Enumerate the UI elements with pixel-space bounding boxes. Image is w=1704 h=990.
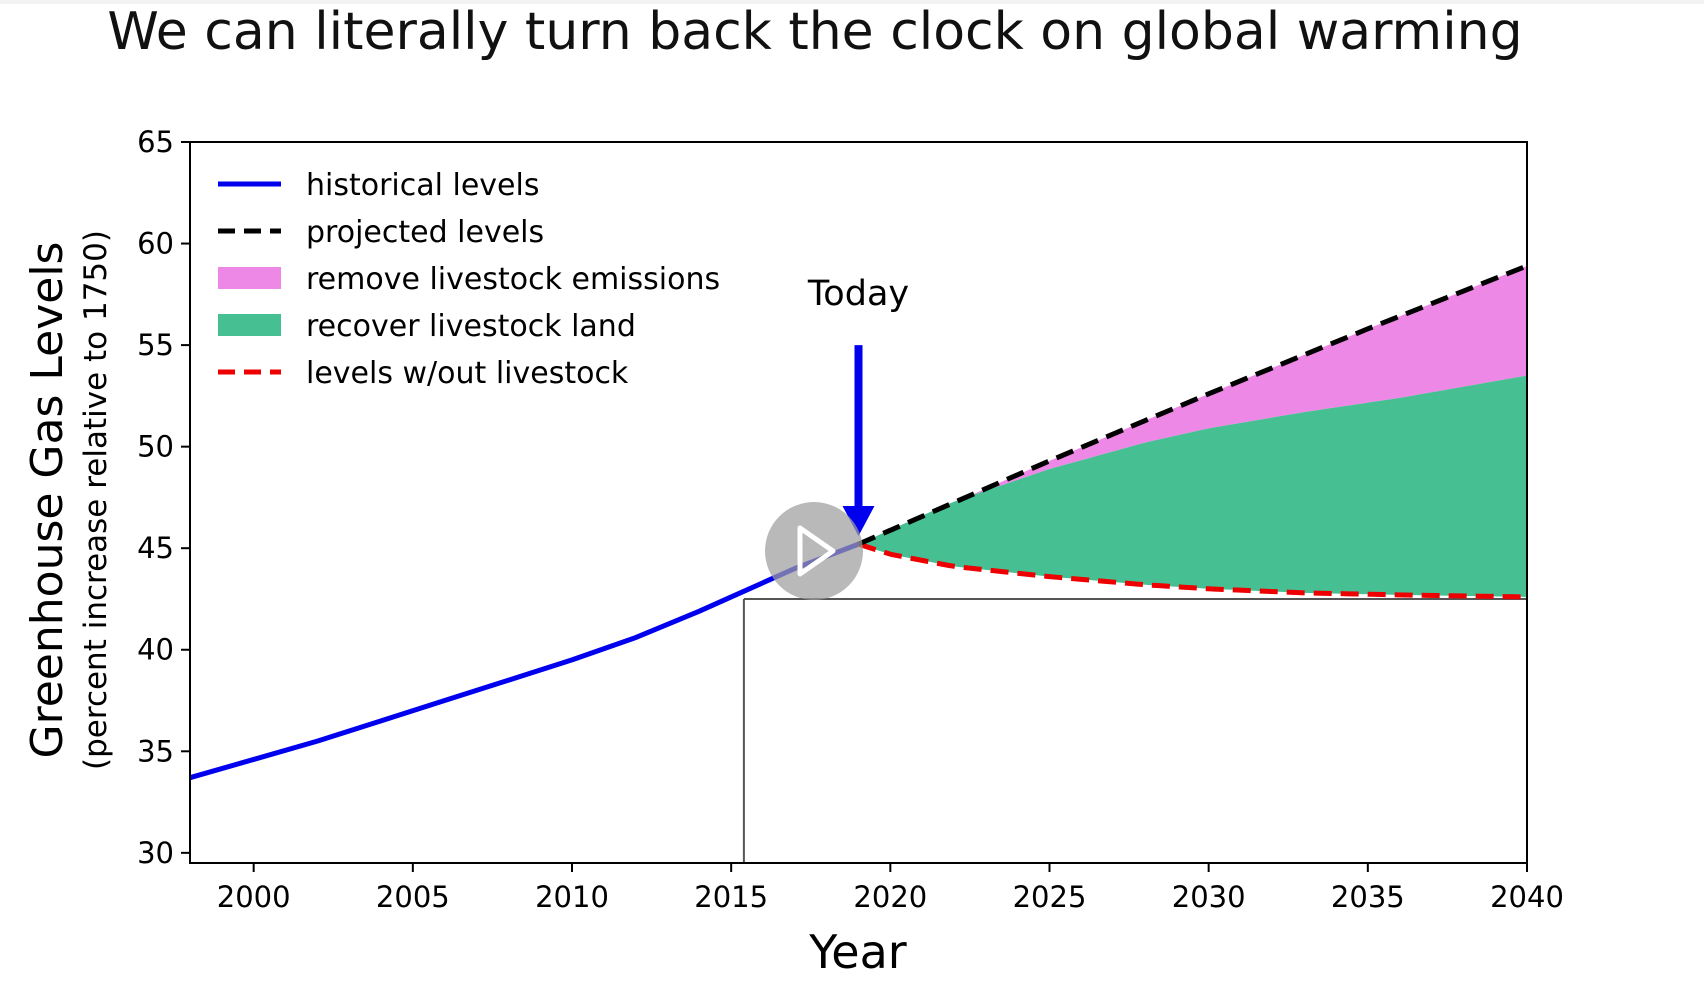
- chart-title: We can literally turn back the clock on …: [107, 2, 1523, 62]
- y-tick-label: 40: [137, 633, 174, 667]
- x-tick-label: 2000: [217, 880, 291, 914]
- y-tick-label: 60: [137, 227, 174, 261]
- play-button-circle[interactable]: [765, 502, 863, 600]
- play-icon[interactable]: [797, 525, 836, 577]
- legend-label: remove livestock emissions: [306, 262, 720, 297]
- y-tick-label: 55: [137, 328, 174, 362]
- legend-label: recover livestock land: [306, 309, 636, 344]
- x-tick-label: 2010: [535, 880, 609, 914]
- x-tick-label: 2040: [1490, 880, 1564, 914]
- legend-swatch-remove-livestock-emissions: [218, 267, 281, 289]
- legend-swatch-recover-livestock-land: [218, 314, 281, 336]
- x-tick-label: 2005: [376, 880, 450, 914]
- plot-frame: [189, 141, 1528, 864]
- recover-livestock-land-area: [858, 375, 1527, 597]
- y-tick-label: 45: [137, 531, 174, 565]
- projected-levels-line: [857, 263, 1528, 547]
- x-axis-label: Year: [808, 925, 906, 979]
- today-annotation-label: Today: [807, 274, 909, 314]
- legend-label: projected levels: [306, 215, 544, 250]
- y-tick-label: 65: [137, 125, 174, 159]
- remove-livestock-emissions-area: [858, 265, 1527, 545]
- historical-levels-line: [189, 541, 860, 781]
- today-arrow-head: [842, 506, 875, 537]
- y-tick-label: 30: [137, 836, 174, 870]
- y-tick-label: 50: [137, 430, 174, 464]
- x-tick-label: 2030: [1172, 880, 1246, 914]
- video-play-button[interactable]: [765, 502, 863, 600]
- x-tick-label: 2035: [1331, 880, 1405, 914]
- x-tick-label: 2020: [853, 880, 927, 914]
- x-tick-label: 2025: [1013, 880, 1087, 914]
- x-tick-label: 2015: [694, 880, 768, 914]
- legend-label: levels w/out livestock: [306, 356, 629, 391]
- y-tick-label: 35: [137, 734, 174, 768]
- legend-label: historical levels: [306, 168, 539, 203]
- y-axis-sublabel: (percent increase relative to 1750): [78, 230, 114, 770]
- levels-without-livestock-line: [857, 541, 1528, 600]
- y-axis-label: Greenhouse Gas Levels: [22, 242, 73, 759]
- top-border: [0, 0, 1704, 4]
